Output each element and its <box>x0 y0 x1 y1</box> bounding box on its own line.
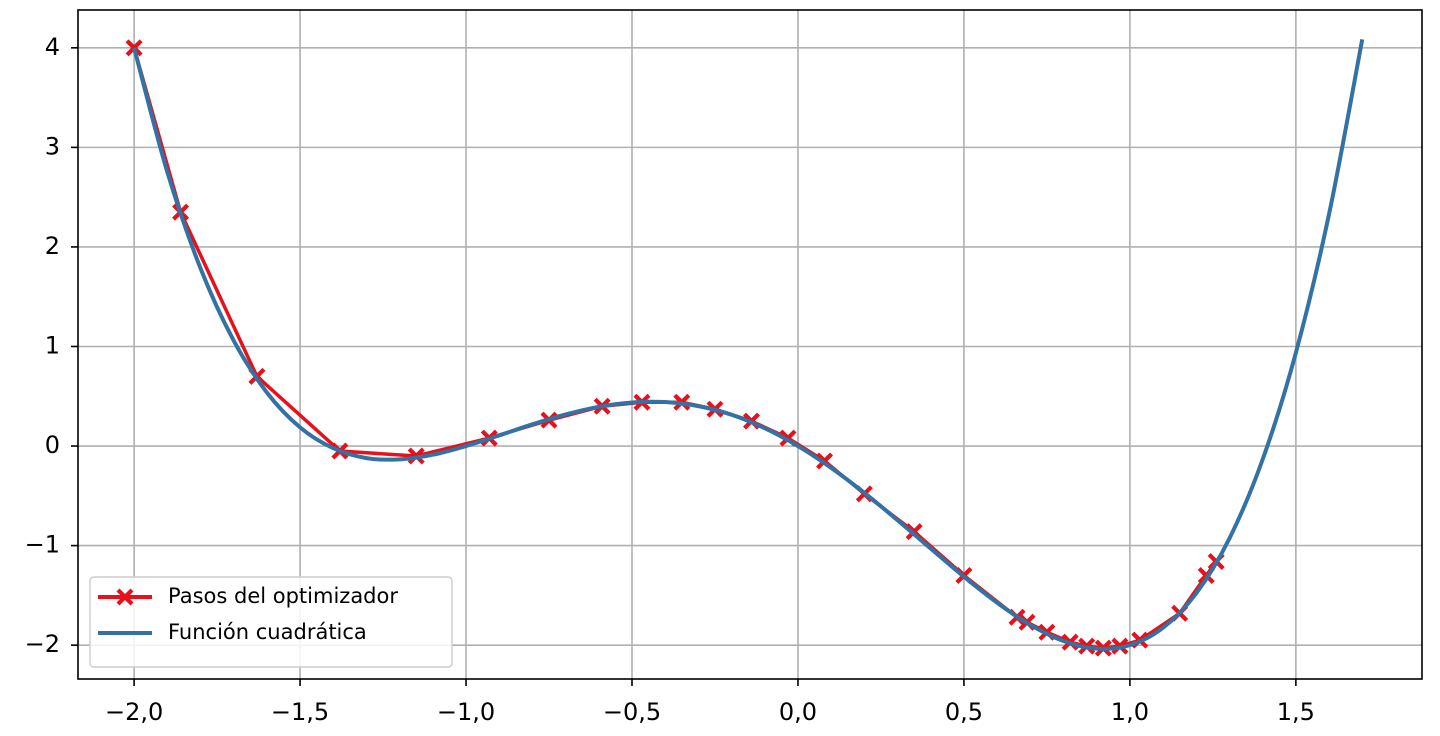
legend-label: Pasos del optimizador <box>168 584 398 608</box>
y-tick-label: −2 <box>25 630 60 658</box>
series-line <box>132 38 1365 651</box>
x-tick-label: 0,5 <box>945 698 983 726</box>
legend-label: Función cuadrática <box>168 620 367 644</box>
x-tick-label: −1,0 <box>437 698 495 726</box>
x-tick-label: 1,5 <box>1277 698 1315 726</box>
y-tick-label: 0 <box>45 431 60 459</box>
y-tick-label: −1 <box>25 531 60 559</box>
x-tick-label: 0,0 <box>779 698 817 726</box>
x-tick-label: −2,0 <box>105 698 163 726</box>
y-tick-label: 3 <box>45 132 60 160</box>
legend-box <box>89 576 453 668</box>
y-tick-label: 2 <box>45 232 60 260</box>
y-tick-label: 4 <box>45 33 60 61</box>
x-tick-label: −0,5 <box>603 698 661 726</box>
legend-marker <box>116 588 134 606</box>
y-tick-label: 1 <box>45 331 60 359</box>
plot-frame <box>77 9 1423 680</box>
x-tick-label: 1,0 <box>1111 698 1149 726</box>
x-tick-label: −1,5 <box>271 698 329 726</box>
